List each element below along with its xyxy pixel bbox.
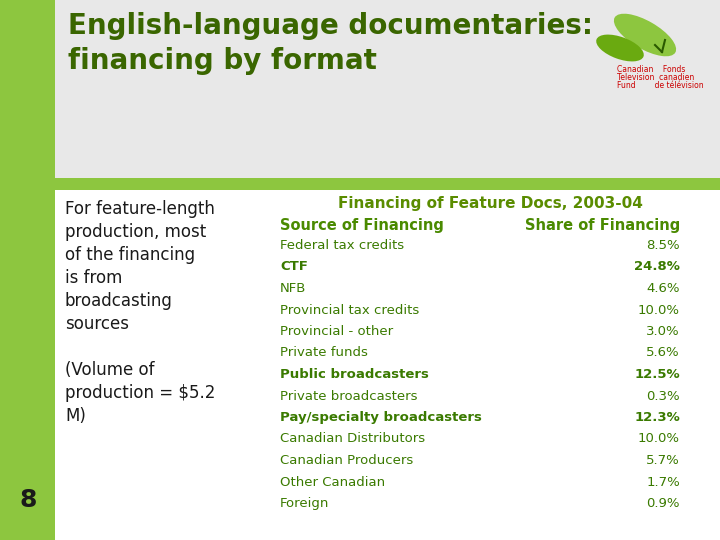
Text: 10.0%: 10.0% <box>638 433 680 446</box>
Text: Financing of Feature Docs, 2003-04: Financing of Feature Docs, 2003-04 <box>338 196 642 211</box>
Text: (Volume of: (Volume of <box>65 361 155 379</box>
Bar <box>0 0 280 110</box>
Bar <box>0 0 55 540</box>
Text: production, most: production, most <box>65 223 206 241</box>
Text: CTF: CTF <box>280 260 308 273</box>
Text: Public broadcasters: Public broadcasters <box>280 368 429 381</box>
Text: 0.3%: 0.3% <box>647 389 680 402</box>
Text: Fund        de télévision: Fund de télévision <box>617 81 703 90</box>
Text: Private funds: Private funds <box>280 347 368 360</box>
Text: financing by format: financing by format <box>68 47 377 75</box>
Ellipse shape <box>596 35 644 62</box>
Text: 24.8%: 24.8% <box>634 260 680 273</box>
Bar <box>55 0 720 185</box>
Text: 5.7%: 5.7% <box>647 454 680 467</box>
Text: Provincial tax credits: Provincial tax credits <box>280 303 419 316</box>
Text: Federal tax credits: Federal tax credits <box>280 239 404 252</box>
Text: 4.6%: 4.6% <box>647 282 680 295</box>
Ellipse shape <box>614 14 676 56</box>
Text: 12.5%: 12.5% <box>634 368 680 381</box>
Text: production = $5.2: production = $5.2 <box>65 384 215 402</box>
Text: broadcasting: broadcasting <box>65 292 173 310</box>
Text: M): M) <box>65 407 86 425</box>
Text: Private broadcasters: Private broadcasters <box>280 389 418 402</box>
Text: NFB: NFB <box>280 282 307 295</box>
Text: 3.0%: 3.0% <box>647 325 680 338</box>
Text: Share of Financing: Share of Financing <box>525 218 680 233</box>
Text: English-language documentaries:: English-language documentaries: <box>68 12 593 40</box>
Bar <box>0 0 720 185</box>
Bar <box>55 190 720 540</box>
Text: 5.6%: 5.6% <box>647 347 680 360</box>
Text: 0.9%: 0.9% <box>647 497 680 510</box>
Text: Pay/specialty broadcasters: Pay/specialty broadcasters <box>280 411 482 424</box>
Text: 1.7%: 1.7% <box>647 476 680 489</box>
Bar <box>0 0 55 185</box>
Text: Foreign: Foreign <box>280 497 329 510</box>
Bar <box>55 178 720 190</box>
Text: sources: sources <box>65 315 129 333</box>
Text: Canadian    Fonds: Canadian Fonds <box>617 65 685 74</box>
Text: 8: 8 <box>19 488 37 512</box>
Text: Television  canadien: Television canadien <box>617 73 694 82</box>
Text: Provincial - other: Provincial - other <box>280 325 393 338</box>
Text: 8.5%: 8.5% <box>647 239 680 252</box>
Text: is from: is from <box>65 269 122 287</box>
Text: of the financing: of the financing <box>65 246 195 264</box>
Text: Canadian Producers: Canadian Producers <box>280 454 413 467</box>
Text: Canadian Distributors: Canadian Distributors <box>280 433 425 446</box>
Text: 12.3%: 12.3% <box>634 411 680 424</box>
Text: Other Canadian: Other Canadian <box>280 476 385 489</box>
Text: For feature-length: For feature-length <box>65 200 215 218</box>
Text: Source of Financing: Source of Financing <box>280 218 444 233</box>
Text: 10.0%: 10.0% <box>638 303 680 316</box>
